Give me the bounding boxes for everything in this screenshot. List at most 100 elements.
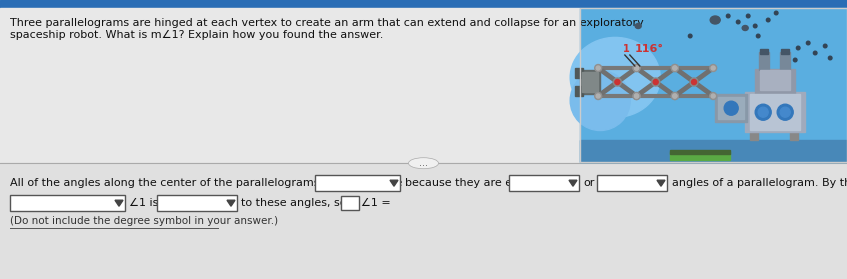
Circle shape [823,44,827,48]
Circle shape [613,78,622,86]
Bar [0,0,847,8]
Text: Three parallelograms are hinged at each vertex to create an arm that can extend : Three parallelograms are hinged at each … [10,18,644,28]
Bar [0,163,847,279]
Text: 1: 1 [623,44,629,54]
Circle shape [767,18,770,22]
Circle shape [774,11,778,15]
Ellipse shape [635,23,641,28]
Bar [580,8,847,162]
Bar [580,70,601,94]
Circle shape [596,94,601,98]
Bar [750,94,800,130]
Circle shape [736,20,740,24]
Circle shape [596,66,601,70]
Circle shape [673,66,677,70]
Text: to these angles, so m∠1 =: to these angles, so m∠1 = [241,198,390,208]
Circle shape [615,80,620,85]
Bar [509,175,579,191]
Bar [756,69,795,94]
Bar [575,86,584,96]
Bar [582,72,598,92]
Bar [580,140,847,162]
Bar [761,70,790,90]
Polygon shape [569,180,577,186]
Polygon shape [115,200,123,206]
Bar [575,68,584,78]
Circle shape [651,78,660,86]
Circle shape [633,64,640,71]
Circle shape [756,104,772,120]
Circle shape [672,93,678,100]
Circle shape [595,64,601,71]
Circle shape [634,94,639,98]
Circle shape [813,51,817,55]
Bar [341,196,359,210]
Text: 116°: 116° [635,44,664,54]
Circle shape [672,64,678,71]
Circle shape [711,94,715,98]
Bar [750,130,758,140]
Text: All of the angles along the center of the parallelograms in the arm are: All of the angles along the center of th… [10,178,402,188]
Ellipse shape [570,71,630,131]
Circle shape [724,101,739,115]
Circle shape [796,46,800,50]
Circle shape [633,93,640,100]
Circle shape [653,80,658,85]
Circle shape [672,64,678,71]
Bar [0,8,580,163]
Circle shape [672,93,678,100]
Bar [580,8,847,162]
Ellipse shape [710,16,720,24]
Text: ...: ... [419,158,428,168]
Text: angles of a parallelogram. By the: angles of a parallelogram. By the [672,178,847,188]
Circle shape [691,80,696,85]
Bar [745,92,805,132]
Circle shape [794,58,797,62]
Bar [315,175,400,191]
Circle shape [710,64,717,71]
Ellipse shape [742,25,748,30]
Circle shape [633,64,640,71]
Bar [670,150,730,154]
Circle shape [710,93,717,100]
Ellipse shape [408,158,439,169]
Text: (Do not include the degree symbol in your answer.): (Do not include the degree symbol in you… [10,216,278,226]
Bar [10,195,125,211]
Circle shape [753,24,757,28]
Circle shape [634,66,639,70]
Bar [780,52,790,70]
Circle shape [806,41,810,45]
Text: or: or [583,178,595,188]
Polygon shape [657,180,665,186]
Circle shape [634,66,639,70]
Circle shape [727,14,730,18]
Circle shape [634,94,639,98]
Circle shape [711,66,715,70]
Bar [670,152,730,160]
Bar [718,97,745,119]
Text: ∠1 is: ∠1 is [129,198,158,208]
Circle shape [756,34,760,38]
Bar [761,49,768,54]
Circle shape [778,104,793,120]
Circle shape [780,107,790,117]
Bar [597,175,667,191]
Polygon shape [227,200,235,206]
Bar [781,49,789,54]
Circle shape [673,94,677,98]
Bar [715,94,747,122]
Bar [790,130,798,140]
Circle shape [673,66,677,70]
Text: because they are either: because they are either [405,178,538,188]
Polygon shape [390,180,398,186]
Circle shape [690,78,698,86]
Circle shape [746,14,750,18]
Circle shape [828,56,832,60]
Circle shape [673,94,677,98]
Circle shape [633,93,640,100]
Circle shape [758,107,768,117]
Text: spaceship robot. What is m∠1? Explain how you found the answer.: spaceship robot. What is m∠1? Explain ho… [10,30,384,40]
Ellipse shape [570,37,660,117]
Circle shape [595,93,601,100]
Bar [759,52,769,70]
